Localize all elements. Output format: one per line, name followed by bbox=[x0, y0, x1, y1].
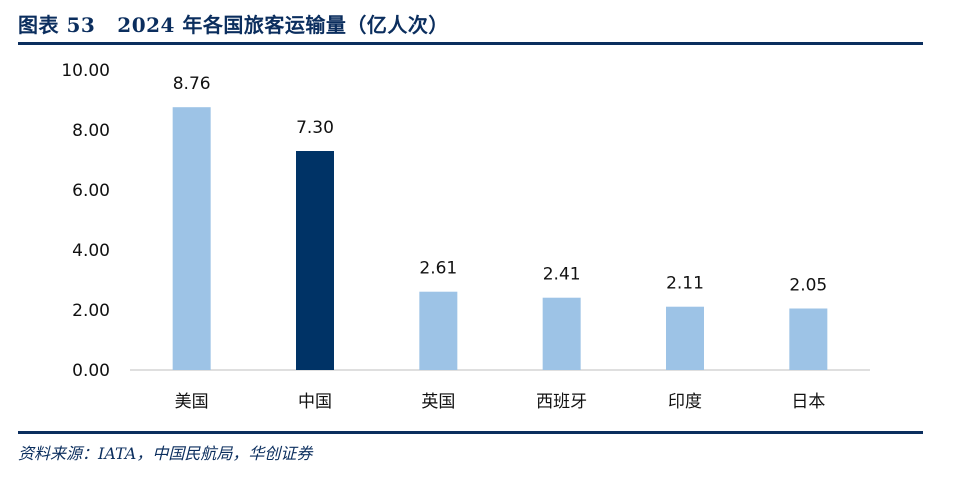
data-label: 2.41 bbox=[543, 265, 581, 285]
y-tick-label: 2.00 bbox=[72, 301, 110, 321]
x-tick-label: 英国 bbox=[421, 392, 455, 412]
data-label: 2.05 bbox=[789, 276, 827, 296]
y-tick-label: 0.00 bbox=[72, 361, 110, 381]
data-label: 7.30 bbox=[296, 118, 334, 138]
x-tick-label: 中国 bbox=[298, 392, 332, 412]
chart-title: 2024 年各国旅客运输量（亿人次） bbox=[117, 13, 449, 37]
y-tick-label: 10.00 bbox=[61, 61, 110, 81]
figure-label: 图表 53 bbox=[18, 13, 96, 37]
bar bbox=[542, 297, 581, 370]
source-note: 资料来源：IATA，中国民航局，华创证券 bbox=[18, 444, 313, 463]
bar bbox=[296, 151, 334, 370]
bar bbox=[789, 308, 828, 370]
data-label: 8.76 bbox=[173, 74, 211, 94]
footer-rule bbox=[18, 431, 923, 434]
y-tick-label: 4.00 bbox=[72, 241, 110, 261]
figure-title: 图表 53 2024 年各国旅客运输量（亿人次） bbox=[18, 9, 449, 39]
data-label: 2.11 bbox=[666, 274, 704, 294]
bar bbox=[172, 107, 211, 370]
bar bbox=[666, 306, 704, 370]
bar bbox=[419, 291, 458, 370]
x-tick-label: 日本 bbox=[791, 392, 825, 412]
x-tick-label: 西班牙 bbox=[536, 392, 587, 412]
title-rule bbox=[18, 42, 923, 45]
y-tick-label: 6.00 bbox=[72, 181, 110, 201]
data-label: 2.61 bbox=[419, 259, 457, 279]
y-tick-label: 8.00 bbox=[72, 121, 110, 141]
x-tick-label: 美国 bbox=[175, 392, 209, 412]
x-tick-label: 印度 bbox=[668, 392, 702, 412]
